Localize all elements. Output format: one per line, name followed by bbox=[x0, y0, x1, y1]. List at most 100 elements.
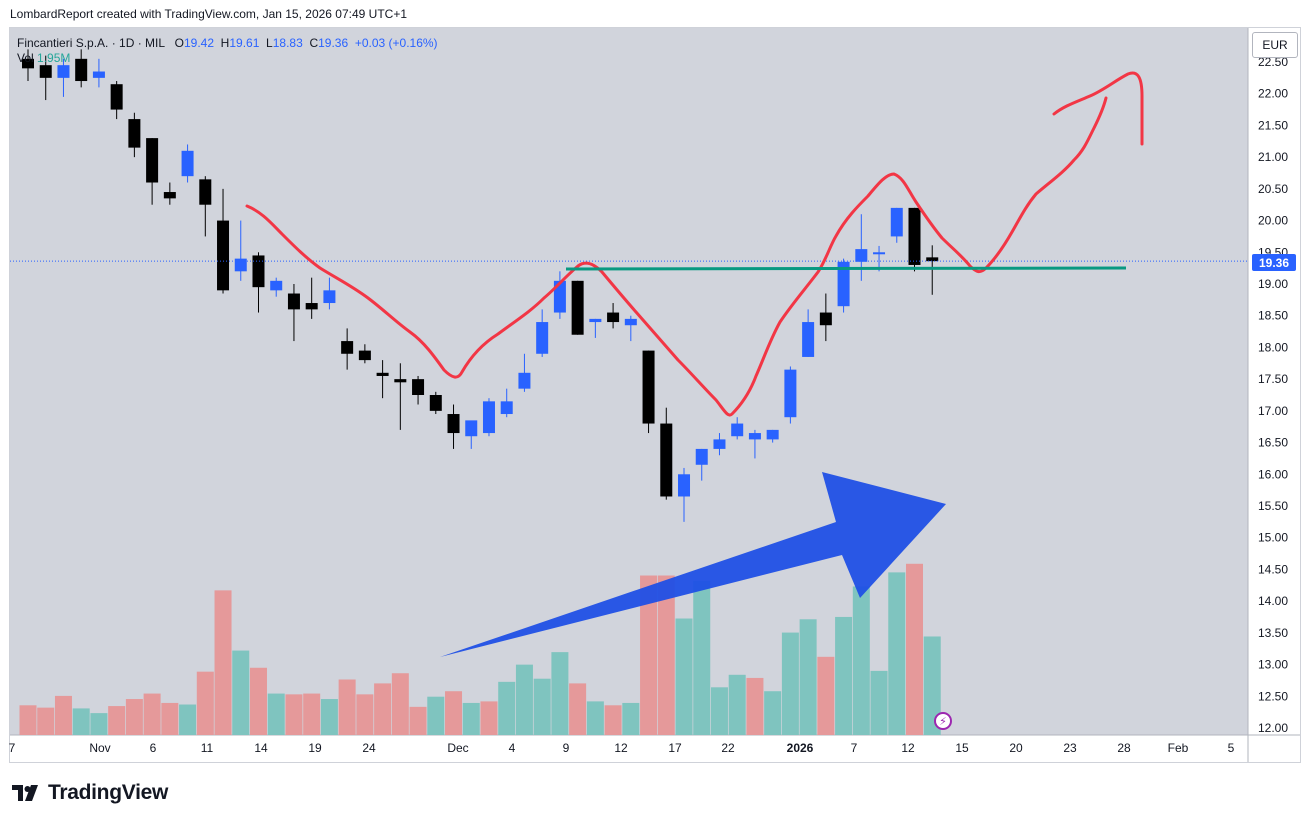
volume-bar bbox=[728, 674, 746, 735]
candle-body bbox=[819, 312, 832, 326]
candle-body bbox=[270, 280, 283, 291]
tradingview-logo-icon bbox=[12, 785, 38, 801]
price-tick-label: 20.00 bbox=[1258, 214, 1288, 228]
volume-bar bbox=[799, 619, 817, 735]
candle-body bbox=[908, 207, 921, 265]
time-tick-label: 11 bbox=[201, 741, 214, 755]
time-axis-background bbox=[10, 735, 1248, 762]
candle-body bbox=[837, 261, 850, 307]
legend-symbol: Fincantieri S.p.A. · 1D · MIL bbox=[17, 36, 165, 50]
price-tick-label: 16.50 bbox=[1258, 436, 1288, 450]
volume-bar bbox=[604, 705, 622, 735]
volume-bar bbox=[515, 664, 533, 735]
time-tick-label: 28 bbox=[1117, 741, 1131, 755]
price-tick-label: 13.00 bbox=[1258, 658, 1288, 672]
price-tick-label: 20.50 bbox=[1258, 182, 1288, 196]
volume-bar bbox=[888, 572, 906, 735]
time-tick-label: 4 bbox=[509, 741, 516, 755]
candle-body bbox=[57, 65, 70, 78]
volume-bar bbox=[569, 683, 587, 735]
candle-body bbox=[287, 293, 300, 310]
time-tick-label: 23 bbox=[1063, 741, 1077, 755]
legend-close-value: 19.36 bbox=[318, 36, 349, 50]
volume-bar bbox=[852, 586, 870, 735]
volume-bar bbox=[303, 693, 321, 735]
candle-body bbox=[146, 138, 159, 183]
volume-bar bbox=[356, 694, 374, 735]
candle-body bbox=[713, 439, 726, 449]
candle-body bbox=[341, 341, 354, 354]
lightning-event-icon[interactable]: ⚡ bbox=[934, 712, 952, 730]
volume-bar bbox=[462, 702, 480, 735]
candle-body bbox=[571, 280, 584, 335]
time-tick-label: Dec bbox=[447, 741, 468, 755]
time-tick-label: 24 bbox=[362, 741, 376, 755]
time-tick-label: 5 bbox=[1228, 741, 1235, 755]
symbol-legend[interactable]: Fincantieri S.p.A. · 1D · MIL O19.42 H19… bbox=[17, 35, 438, 51]
candle-body bbox=[199, 179, 212, 205]
price-axis-background bbox=[1248, 28, 1300, 735]
volume-bar bbox=[143, 693, 161, 735]
candle-body bbox=[536, 322, 549, 354]
chart-attribution: LombardReport created with TradingView.c… bbox=[10, 7, 408, 21]
candle-body bbox=[589, 318, 602, 323]
price-tick-label: 18.00 bbox=[1258, 340, 1288, 354]
volume-legend[interactable]: Vol 1.95M bbox=[17, 51, 70, 65]
volume-bar bbox=[196, 671, 214, 735]
volume-bar bbox=[586, 701, 604, 735]
candle-body bbox=[376, 372, 389, 376]
time-tick-label: 12 bbox=[901, 741, 915, 755]
time-tick-label: 17 bbox=[668, 741, 682, 755]
candle-body bbox=[110, 84, 123, 110]
candles bbox=[22, 49, 939, 522]
legend-high-value: 19.61 bbox=[229, 36, 260, 50]
volume-bar bbox=[675, 618, 693, 735]
volume-bar bbox=[817, 656, 835, 735]
volume-bar bbox=[179, 704, 197, 735]
candle-body bbox=[855, 249, 868, 262]
price-tick-label: 16.00 bbox=[1258, 467, 1288, 481]
candle-body bbox=[252, 255, 265, 288]
tradingview-logo[interactable]: TradingView bbox=[12, 781, 168, 805]
candle-body bbox=[607, 312, 620, 323]
time-axis-ticks: 7 Nov 6 11 14 19 24 Dec 4 9 12 17 22 2026 7 12 15 20 23 28 F… bbox=[9, 741, 1235, 755]
candle-body bbox=[358, 350, 371, 361]
legend-change: +0.03 (+0.16%) bbox=[354, 36, 438, 50]
red-freehand-drawing bbox=[245, 96, 1108, 417]
candle-body bbox=[553, 280, 566, 313]
legend-high-label: H bbox=[220, 36, 230, 50]
legend-low-label: L bbox=[266, 36, 273, 50]
volume-bar bbox=[746, 677, 764, 735]
time-tick-label: Nov bbox=[89, 741, 110, 755]
volume-bar bbox=[657, 575, 675, 735]
currency-button[interactable]: EUR bbox=[1252, 32, 1298, 58]
volume-bar bbox=[551, 652, 569, 735]
candle-body bbox=[234, 258, 247, 272]
candle-body bbox=[447, 414, 460, 434]
candle-body bbox=[92, 71, 105, 78]
candle-body bbox=[305, 303, 318, 310]
volume-bar bbox=[338, 679, 356, 735]
volume-bars bbox=[19, 563, 941, 735]
volume-bar bbox=[285, 694, 303, 735]
candle-body bbox=[926, 257, 939, 262]
candle-body bbox=[748, 433, 761, 440]
candle-body bbox=[217, 220, 230, 291]
candle-body bbox=[75, 58, 88, 82]
volume-bar bbox=[90, 713, 108, 735]
legend-low-value: 18.83 bbox=[272, 36, 303, 50]
volume-bar bbox=[693, 580, 711, 735]
time-tick-label: 19 bbox=[308, 741, 322, 755]
price-tick-label: 22.50 bbox=[1258, 55, 1288, 69]
volume-bar bbox=[427, 696, 445, 735]
candle-body bbox=[766, 429, 779, 440]
time-tick-label: 12 bbox=[614, 741, 628, 755]
volume-bar bbox=[710, 687, 728, 735]
candle-body bbox=[482, 401, 495, 434]
volume-bar bbox=[622, 702, 640, 735]
price-tick-label: 19.00 bbox=[1258, 277, 1288, 291]
volume-value: 1.95M bbox=[37, 51, 71, 65]
price-tick-label: 22.00 bbox=[1258, 87, 1288, 101]
candle-body bbox=[163, 192, 176, 199]
